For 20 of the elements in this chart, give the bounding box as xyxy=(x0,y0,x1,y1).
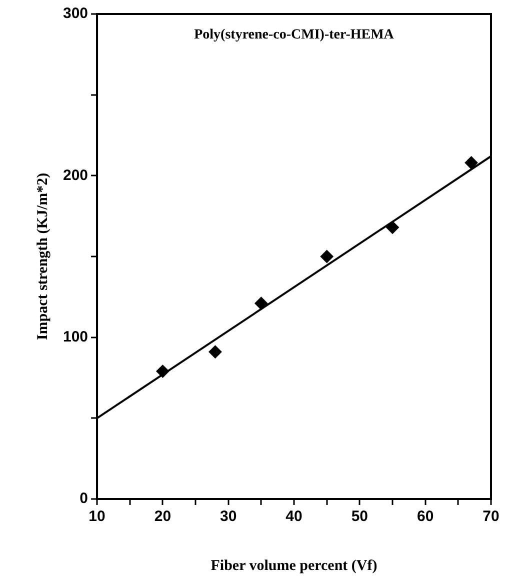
point xyxy=(208,345,222,358)
y-tick-label: 0 xyxy=(80,490,88,508)
x-tick-label: 10 xyxy=(88,508,106,526)
annotation: Poly(styrene-co-CMI)-ter-HEMA xyxy=(194,28,395,43)
y-axis-title: Impact strength (KJ/m*2) xyxy=(34,172,51,340)
y-tick-label: 100 xyxy=(62,328,88,346)
point xyxy=(320,250,334,263)
x-tick-label: 70 xyxy=(482,508,500,526)
x-tick-label: 60 xyxy=(416,508,434,526)
point xyxy=(254,296,268,310)
x-axis-title: Fiber volume percent (Vf) xyxy=(210,558,378,574)
point xyxy=(156,364,170,378)
y-tick-label: 200 xyxy=(62,166,88,184)
x-tick-label: 50 xyxy=(351,508,368,526)
point xyxy=(464,156,478,170)
y-tick-label: 300 xyxy=(62,5,88,22)
point xyxy=(386,220,400,234)
x-tick-label: 30 xyxy=(220,508,237,526)
x-tick-label: 40 xyxy=(286,508,302,526)
x-tick-label: 20 xyxy=(154,508,172,526)
